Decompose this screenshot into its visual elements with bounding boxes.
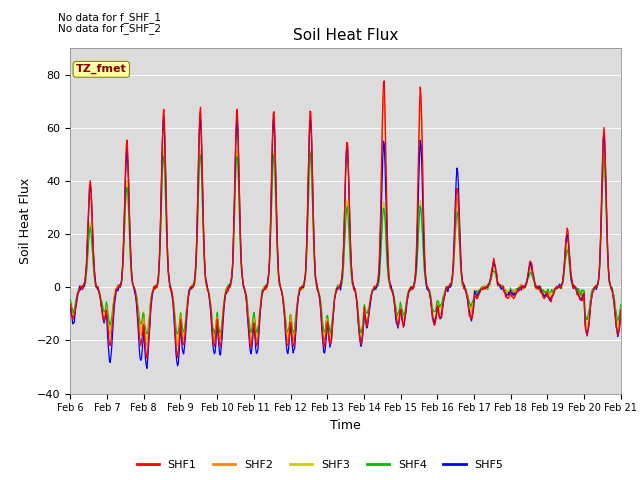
- SHF1: [77, 285, 84, 290]
- SHF4: [133, 295, 141, 301]
- SHF1: [143, 355, 151, 361]
- SHF3: [430, 317, 438, 323]
- SHF4: [67, 297, 74, 302]
- SHF2: [430, 319, 438, 325]
- SHF4: [306, 150, 314, 156]
- SHF3: [77, 285, 84, 290]
- SHF5: [414, 209, 422, 215]
- SHF1: [67, 301, 74, 307]
- SHF3: [67, 298, 74, 304]
- SHF4: [190, 284, 198, 289]
- SHF5: [160, 113, 168, 119]
- SHF4: [219, 312, 227, 318]
- SHF3: [414, 240, 422, 245]
- SHF4: [77, 285, 84, 291]
- Line: SHF3: SHF3: [70, 148, 621, 341]
- SHF2: [617, 305, 625, 311]
- SHF1: [414, 181, 422, 187]
- SHF1: [617, 308, 625, 314]
- Line: SHF4: SHF4: [70, 153, 621, 334]
- SHF1: [380, 78, 388, 84]
- SHF4: [617, 301, 625, 307]
- SHF2: [219, 317, 227, 323]
- SHF4: [414, 243, 422, 249]
- SHF1: [133, 302, 141, 308]
- SHF5: [77, 287, 84, 293]
- SHF2: [380, 93, 387, 98]
- SHF4: [430, 309, 438, 314]
- X-axis label: Time: Time: [330, 419, 361, 432]
- SHF2: [133, 301, 141, 307]
- SHF5: [617, 307, 625, 313]
- SHF5: [220, 313, 227, 319]
- Y-axis label: Soil Heat Flux: Soil Heat Flux: [19, 178, 31, 264]
- SHF3: [160, 145, 168, 151]
- Text: No data for f_SHF_2: No data for f_SHF_2: [58, 23, 161, 34]
- SHF5: [191, 277, 198, 283]
- SHF3: [220, 304, 227, 310]
- SHF3: [133, 298, 141, 303]
- SHF2: [67, 302, 74, 308]
- Text: TZ_fmet: TZ_fmet: [76, 64, 127, 74]
- SHF1: [190, 283, 198, 288]
- SHF3: [173, 338, 181, 344]
- SHF2: [77, 286, 84, 291]
- SHF2: [414, 190, 422, 195]
- SHF4: [173, 331, 181, 337]
- SHF2: [143, 343, 151, 349]
- Title: Soil Heat Flux: Soil Heat Flux: [293, 28, 398, 43]
- SHF1: [219, 319, 227, 324]
- Text: No data for f_SHF_1: No data for f_SHF_1: [58, 12, 161, 23]
- SHF5: [143, 365, 151, 371]
- SHF2: [190, 283, 198, 288]
- SHF1: [430, 321, 438, 326]
- Legend: SHF1, SHF2, SHF3, SHF4, SHF5: SHF1, SHF2, SHF3, SHF4, SHF5: [132, 456, 508, 474]
- Line: SHF5: SHF5: [70, 116, 621, 368]
- SHF5: [430, 322, 438, 327]
- Line: SHF2: SHF2: [70, 96, 621, 346]
- SHF3: [617, 304, 625, 310]
- Line: SHF1: SHF1: [70, 81, 621, 358]
- SHF5: [67, 304, 74, 310]
- SHF5: [133, 309, 141, 314]
- SHF3: [191, 281, 198, 287]
